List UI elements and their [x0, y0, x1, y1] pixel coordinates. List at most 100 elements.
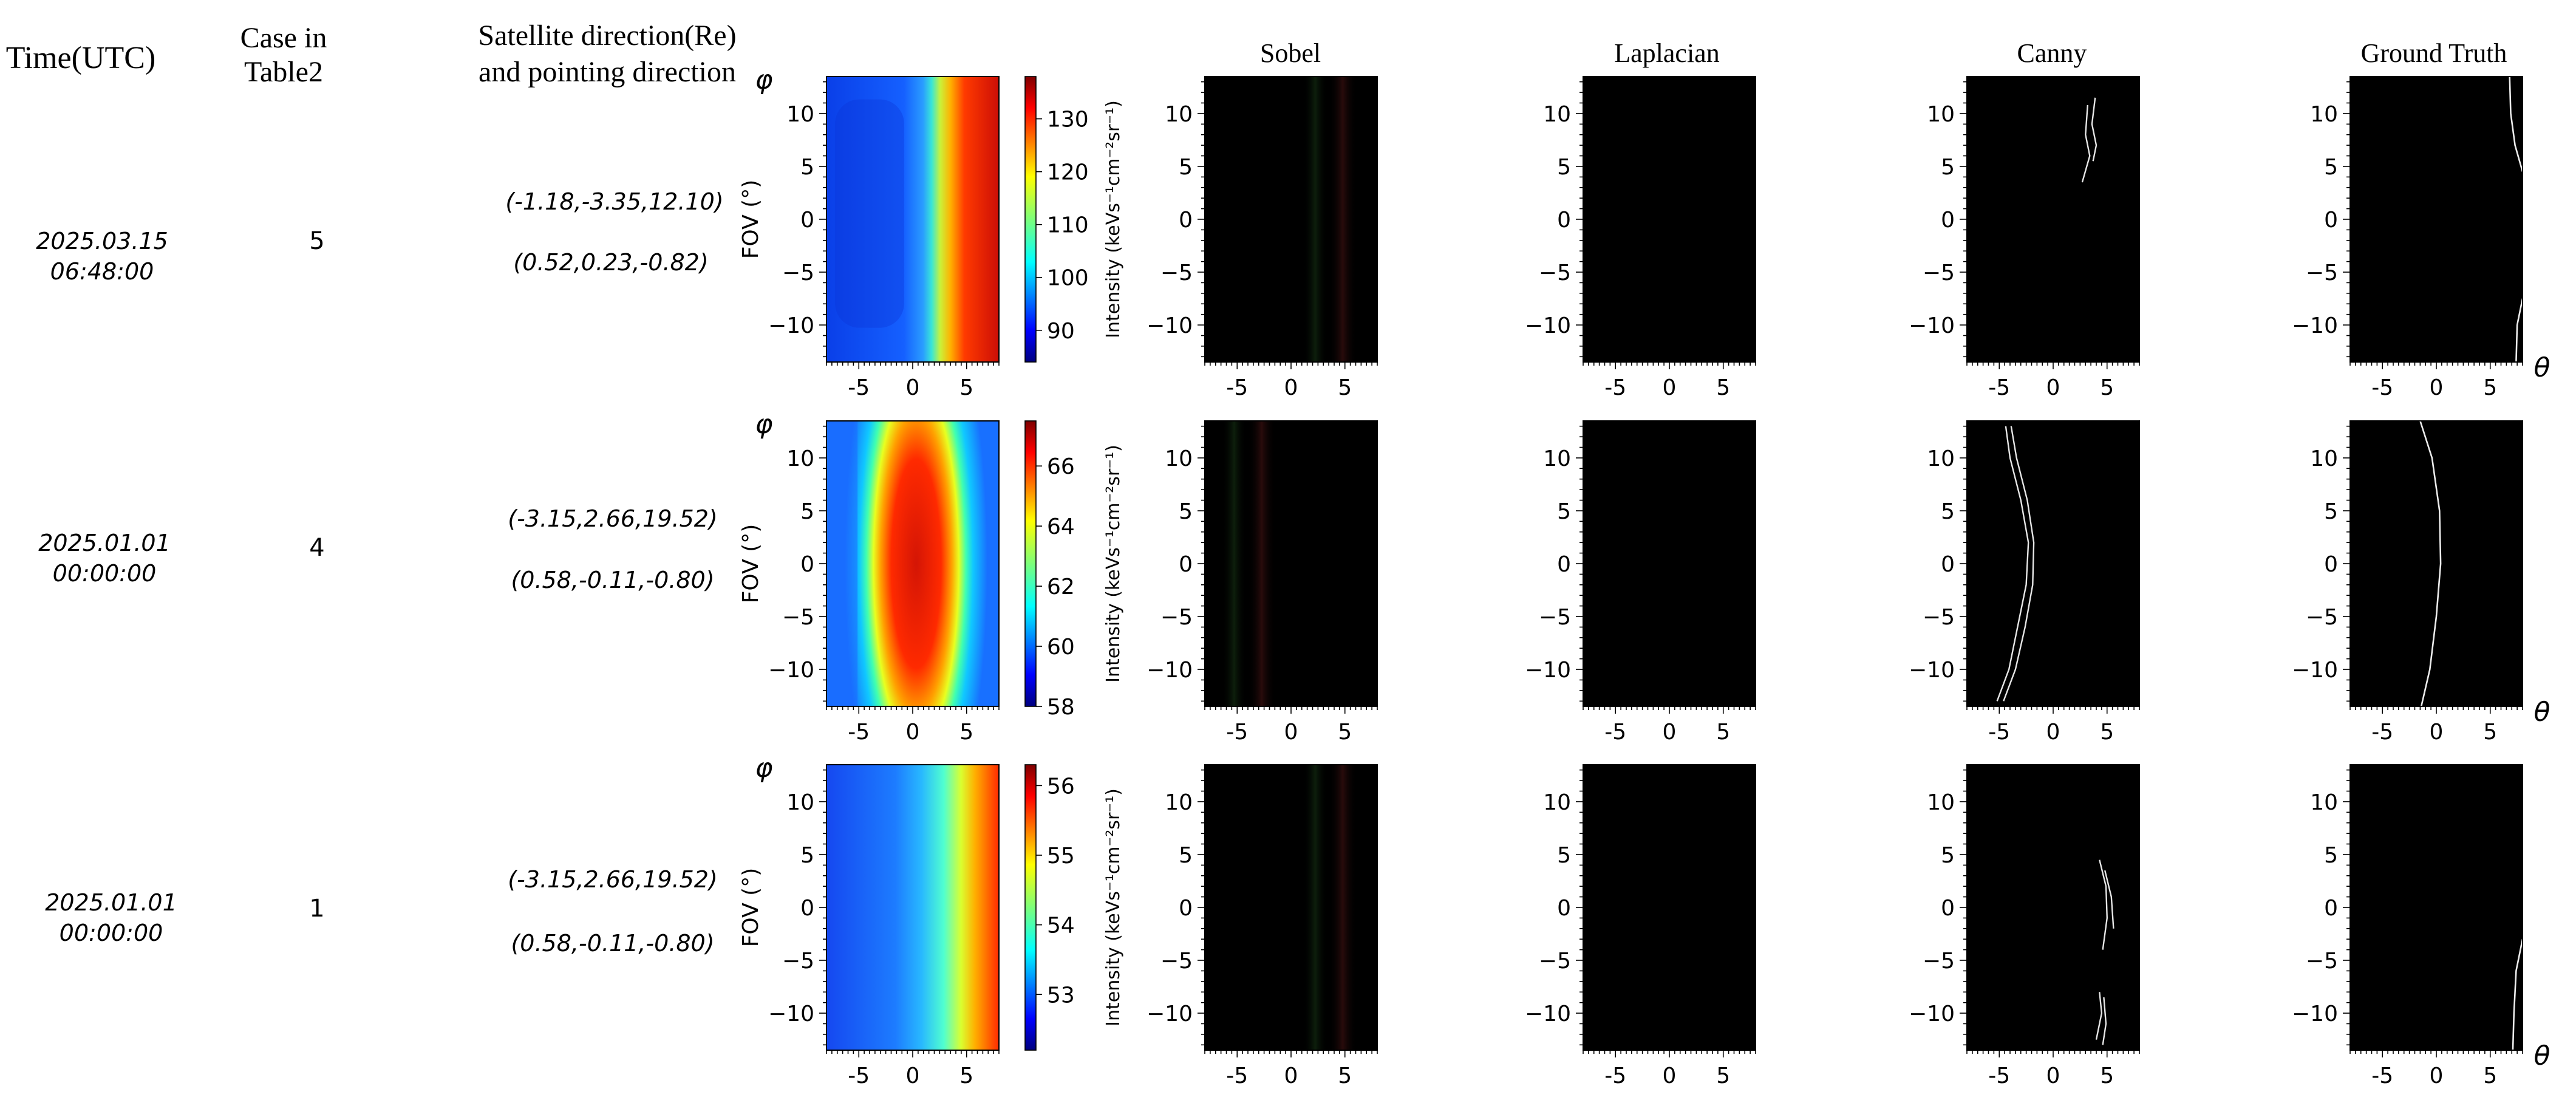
header-satellite-line1: Satellite direction(Re)	[478, 19, 736, 52]
y-tick-label: −5	[1923, 261, 1955, 285]
y-tick-label: 5	[800, 499, 814, 524]
colorbar-tick-label: 66	[1047, 454, 1075, 479]
x-tick-label: 0	[1284, 375, 1298, 400]
header-ground-truth: Ground Truth	[2361, 38, 2507, 68]
panel-r1-intensity: -5 0 5 10 5 0 −5 −10	[768, 76, 1000, 400]
colorbar-tick-label: 62	[1047, 575, 1075, 599]
y-tick-label: −5	[2306, 949, 2338, 974]
y-tick-label: 5	[2324, 843, 2338, 868]
panel-r2-ground-truth: -5 0 5 10 5 0 −5 −10	[2292, 420, 2523, 745]
panel-r3-ground-truth: -5 0 5 10 5 0 −5 −10	[2292, 764, 2524, 1088]
y-tick-label: 5	[2324, 499, 2338, 524]
x-tick-label: 5	[2483, 375, 2497, 400]
panel-r1-laplacian: -5 0 5 10 5 0 −5 −10	[1525, 76, 1756, 400]
phi-symbol: φ	[755, 753, 772, 784]
x-tick-label: 0	[2046, 375, 2060, 400]
y-tick-label: 10	[1165, 102, 1193, 127]
header-sobel: Sobel	[1260, 38, 1321, 68]
y-tick-label: 10	[1543, 102, 1571, 127]
x-tick-label: -5	[848, 720, 870, 745]
y-tick-label: 5	[1557, 155, 1571, 180]
y-tick-label: −10	[1525, 313, 1571, 338]
colorbar-tick-label: 64	[1047, 514, 1075, 539]
edge-map-background	[1583, 77, 1756, 362]
row-1-labels: 2025.03.15 06:48:00 5 (-1.18,-3.35,12.10…	[36, 188, 723, 285]
edge-map-background	[2350, 421, 2523, 706]
y-tick-label: −10	[1147, 313, 1193, 338]
y-tick-label: 0	[800, 208, 814, 233]
row-1-date: 2025.03.15	[36, 228, 168, 254]
sobel-green-streak	[1303, 77, 1327, 362]
y-tick-label: −10	[1147, 658, 1193, 683]
colorbar-tick-label: 130	[1047, 108, 1089, 132]
x-tick-label: 0	[1284, 720, 1298, 745]
x-tick-label: -5	[848, 375, 870, 400]
x-tick-label: 5	[1338, 1064, 1352, 1088]
canny-edge-segment	[2081, 104, 2091, 183]
x-tick-label: 5	[2100, 720, 2114, 745]
row-3-labels: 2025.01.01 00:00:00 1 (-3.15,2.66,19.52)…	[45, 866, 718, 957]
y-tick-label: −5	[1160, 949, 1193, 974]
x-tick-label: 5	[2483, 720, 2497, 745]
ground-truth-boundary	[2512, 938, 2524, 1051]
edge-map-background	[2350, 765, 2523, 1050]
y-tick-label: 5	[1557, 843, 1571, 868]
x-tick-label: 0	[2430, 375, 2444, 400]
x-tick-label: 0	[2046, 720, 2060, 745]
x-tick-label: -5	[2371, 720, 2393, 745]
y-tick-label: 0	[800, 552, 814, 577]
ground-truth-boundary	[2515, 298, 2524, 363]
y-tick-label: −5	[782, 605, 814, 630]
row-1-satellite-direction: (-1.18,-3.35,12.10)	[505, 188, 723, 215]
header-case-line2: Table2	[244, 56, 323, 88]
edge-map-background	[2350, 77, 2523, 362]
panel-r1-ground-truth: -5 0 5 10 5 0 −5 −10	[2292, 76, 2524, 400]
y-tick-label: −10	[2292, 658, 2338, 683]
y-tick-label: 0	[2324, 896, 2338, 921]
y-tick-label: −10	[1525, 1002, 1571, 1026]
y-tick-label: −10	[1525, 658, 1571, 683]
x-tick-label: 0	[2430, 1064, 2444, 1088]
row-3-time: 00:00:00	[60, 920, 163, 946]
intensity-axis-label: Intensity (keVs⁻¹cm⁻²sr⁻¹)	[1103, 788, 1124, 1026]
y-tick-label: 10	[1927, 102, 1955, 127]
panel-r2-canny: -5 0 5 10 5 0 −5 −10	[1909, 420, 2140, 745]
y-tick-label: 0	[1941, 552, 1955, 577]
x-tick-label: 0	[1284, 1064, 1298, 1088]
y-tick-label: 0	[1941, 208, 1955, 233]
header-case-line1: Case in	[240, 22, 327, 54]
y-tick-label: 0	[1179, 552, 1193, 577]
y-tick-label: −5	[1923, 605, 1955, 630]
y-tick-label: 0	[1557, 896, 1571, 921]
y-tick-label: 10	[1165, 790, 1193, 815]
y-tick-label: −10	[1147, 1002, 1193, 1026]
y-tick-label: 5	[2324, 155, 2338, 180]
y-tick-label: 5	[800, 843, 814, 868]
panel-r1-sobel: -5 0 5 10 5 0 −5 −10	[1147, 76, 1378, 400]
y-tick-label: 10	[1165, 446, 1193, 471]
row-3-date: 2025.01.01	[45, 889, 177, 916]
y-tick-label: 0	[1179, 896, 1193, 921]
y-tick-label: −5	[1539, 261, 1571, 285]
y-tick-label: 5	[1557, 499, 1571, 524]
row-3-pointing-direction: (0.58,-0.11,-0.80)	[511, 930, 714, 957]
x-tick-label: 5	[2100, 375, 2114, 400]
y-tick-label: 10	[2310, 790, 2338, 815]
canny-edge-segment	[2095, 992, 2103, 1040]
y-tick-label: −5	[782, 261, 814, 285]
x-tick-label: -5	[1226, 720, 1248, 745]
row-2-labels: 2025.01.01 00:00:00 4 (-3.15,2.66,19.52)…	[38, 505, 718, 593]
panel-r2-intensity: -5 0 5 10 5 0 −5 −10	[768, 420, 1000, 745]
canny-edge-segment	[2104, 870, 2114, 929]
row-labels: 2025.03.15 06:48:00 5 (-1.18,-3.35,12.10…	[36, 188, 723, 957]
x-tick-label: 5	[2483, 1064, 2497, 1088]
y-tick-label: 5	[1179, 843, 1193, 868]
colorbar-tick-label: 56	[1047, 774, 1075, 799]
colorbar	[1025, 765, 1036, 1050]
y-tick-label: −10	[768, 313, 814, 338]
sobel-red-streak	[1329, 77, 1357, 362]
y-tick-label: −10	[1909, 1002, 1955, 1026]
